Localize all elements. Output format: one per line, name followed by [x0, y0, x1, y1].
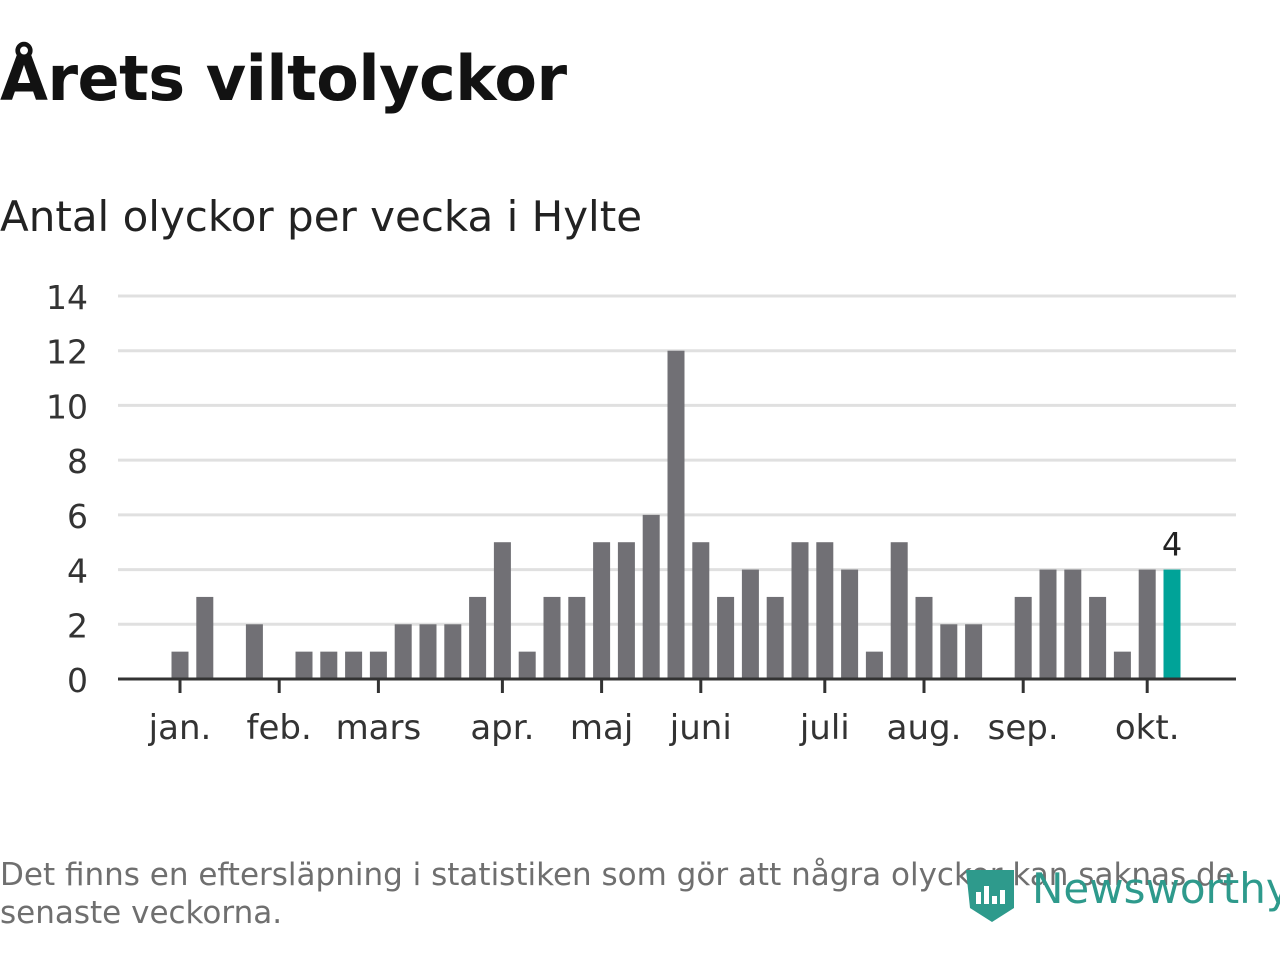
bar: [295, 651, 313, 679]
highlight-data-label: 4: [1162, 526, 1182, 564]
bar: [369, 651, 387, 679]
x-tick-label: feb.: [247, 708, 312, 748]
bar: [1039, 569, 1057, 679]
brand-logo: Newsworthy: [962, 862, 1280, 928]
x-tick-label: juni: [669, 708, 732, 748]
bar: [940, 624, 958, 679]
y-tick-label: 2: [67, 606, 88, 645]
x-tick-label: mars: [336, 708, 422, 748]
y-tick-label: 10: [46, 387, 88, 426]
x-tick-label: sep.: [988, 708, 1059, 748]
y-tick-label: 0: [67, 661, 88, 700]
bar: [444, 624, 462, 679]
bar: [1014, 596, 1032, 679]
bar: [518, 651, 536, 679]
y-tick-label: 8: [67, 442, 88, 481]
bar: [419, 624, 437, 679]
bar: [196, 596, 214, 679]
x-tick-label: jan.: [148, 708, 212, 748]
bar: [692, 542, 710, 679]
data-labels: 4: [1162, 526, 1182, 564]
bar: [841, 569, 859, 679]
bar: [394, 624, 412, 679]
bar-chart: 0 2 4 6 8 10 12 14 jan. feb. mars apr. maj juni juli a…: [46, 278, 1236, 748]
bar: [890, 542, 908, 679]
x-tick-label: maj: [570, 708, 633, 748]
bar: [816, 542, 834, 679]
chart-title: Årets viltolyckor: [0, 42, 567, 115]
bar: [543, 596, 561, 679]
bar: [1064, 569, 1082, 679]
bar: [915, 596, 933, 679]
brand-name: Newsworthy: [1032, 864, 1280, 913]
bar: [568, 596, 586, 679]
bar: [766, 596, 784, 679]
bar: [493, 542, 511, 679]
bar: [320, 651, 338, 679]
footnote: Det finns en eftersläpning i statistiken…: [0, 857, 1235, 931]
x-tick-label: aug.: [887, 708, 962, 748]
bar: [345, 651, 363, 679]
bar: [171, 651, 189, 679]
bar: [865, 651, 883, 679]
bar: [791, 542, 809, 679]
bar: [1113, 651, 1131, 679]
bar-highlight: [1163, 569, 1181, 679]
bar: [965, 624, 983, 679]
y-tick-label: 12: [46, 333, 88, 372]
bar: [717, 596, 735, 679]
x-tick-label: juli: [799, 708, 850, 748]
x-tick-label: okt.: [1115, 708, 1180, 748]
bar: [593, 542, 611, 679]
bar: [642, 514, 660, 679]
newsworthy-logo-icon: [966, 870, 1014, 922]
chart-subtitle: Antal olyckor per vecka i Hylte: [0, 192, 643, 241]
y-tick-label: 6: [67, 497, 88, 536]
bar: [667, 350, 685, 679]
x-tick-label: apr.: [470, 708, 534, 748]
x-axis-ticks: jan. feb. mars apr. maj juni juli aug. sep. okt.: [148, 679, 1180, 748]
bars: [171, 350, 1181, 679]
bar: [1138, 569, 1156, 679]
bar: [469, 596, 487, 679]
y-tick-label: 4: [67, 552, 88, 591]
bar: [1089, 596, 1107, 679]
bar: [617, 542, 635, 679]
y-tick-label: 14: [46, 278, 88, 317]
y-axis-ticks: 0 2 4 6 8 10 12 14: [46, 278, 88, 700]
bar: [245, 624, 263, 679]
bar: [741, 569, 759, 679]
